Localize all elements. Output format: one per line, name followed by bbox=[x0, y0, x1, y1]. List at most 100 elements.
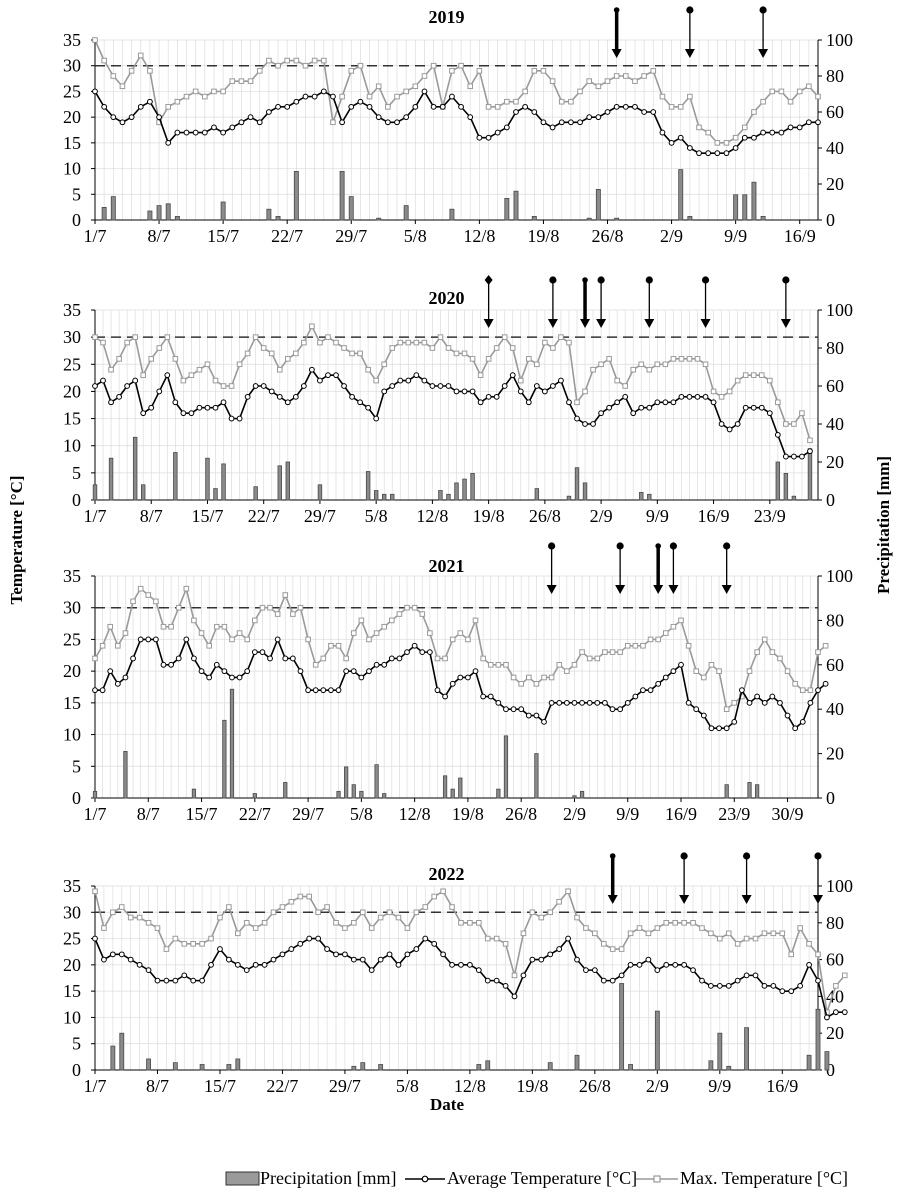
avg-temp-point bbox=[533, 712, 540, 719]
max-temp-point bbox=[742, 372, 749, 378]
max-temp-point bbox=[646, 366, 653, 373]
max-temp-point bbox=[422, 904, 429, 910]
avg-temp-point bbox=[154, 977, 161, 984]
max-temp-point bbox=[685, 642, 692, 649]
avg-temp-point bbox=[217, 946, 223, 952]
event-arrow-dot bbox=[616, 542, 624, 550]
avg-temp-point bbox=[199, 977, 206, 984]
precip-bar bbox=[132, 436, 138, 501]
x-tick-label: 5/8 bbox=[396, 1076, 419, 1096]
precip-bar bbox=[226, 1064, 232, 1071]
precip-bar bbox=[747, 782, 752, 799]
max-temp-point bbox=[761, 636, 768, 643]
max-temp-point bbox=[777, 655, 783, 662]
avg-temp-point bbox=[108, 399, 114, 406]
y-left-tick-label: 35 bbox=[63, 30, 81, 50]
avg-temp-point bbox=[647, 687, 654, 694]
avg-temp-point bbox=[475, 967, 482, 974]
avg-temp-point bbox=[324, 946, 330, 952]
max-temp-point bbox=[480, 655, 486, 662]
avg-temp-point bbox=[204, 404, 211, 411]
avg-temp-point bbox=[549, 124, 556, 131]
avg-temp-point bbox=[699, 977, 705, 984]
max-temp-point bbox=[484, 935, 491, 942]
max-temp-point bbox=[366, 636, 372, 643]
max-temp-point bbox=[429, 345, 436, 351]
x-tick-label: 12/8 bbox=[463, 226, 495, 246]
y-left-tick-label: 0 bbox=[72, 490, 81, 510]
max-temp-point bbox=[783, 421, 789, 427]
y-left-axis-label: Temperature [°C] bbox=[7, 475, 26, 604]
avg-temp-point bbox=[567, 119, 574, 126]
avg-temp-point bbox=[618, 972, 625, 979]
max-temp-point bbox=[761, 930, 768, 937]
event-arrow-head bbox=[611, 49, 622, 58]
precip-bar bbox=[678, 169, 684, 221]
avg-temp-point bbox=[244, 668, 251, 675]
avg-temp-point bbox=[476, 134, 483, 141]
avg-temp-point bbox=[563, 699, 570, 706]
x-tick-label: 12/8 bbox=[454, 1076, 486, 1096]
max-temp-point bbox=[132, 334, 138, 340]
avg-temp-point bbox=[571, 699, 578, 706]
avg-temp-point bbox=[320, 687, 327, 694]
avg-temp-point bbox=[541, 388, 548, 395]
avg-temp-point bbox=[449, 961, 455, 968]
avg-temp-point bbox=[119, 119, 126, 126]
max-temp-point bbox=[349, 350, 355, 357]
avg-temp-point bbox=[348, 103, 355, 110]
avg-temp-point bbox=[343, 668, 350, 675]
event-arrow-dot bbox=[680, 852, 688, 860]
event-arrow-dot bbox=[759, 6, 767, 14]
precip-bar bbox=[92, 790, 98, 799]
avg-temp-point bbox=[594, 699, 601, 706]
max-temp-point bbox=[386, 909, 393, 916]
avg-temp-point bbox=[174, 129, 181, 136]
avg-temp-point bbox=[614, 399, 621, 406]
precip-bar bbox=[110, 1045, 116, 1071]
avg-temp-point bbox=[124, 383, 131, 389]
max-temp-point bbox=[183, 585, 190, 592]
max-temp-point bbox=[458, 62, 464, 69]
y-left-tick-label: 0 bbox=[72, 788, 81, 808]
event-arrow-dot bbox=[548, 542, 556, 550]
max-temp-point bbox=[92, 655, 98, 662]
x-tick-label: 29/7 bbox=[335, 226, 367, 246]
avg-temp-point bbox=[769, 693, 776, 700]
precip-bar bbox=[390, 493, 395, 501]
x-tick-label: 16/9 bbox=[698, 506, 730, 526]
max-temp-point bbox=[174, 98, 181, 105]
max-temp-point bbox=[574, 399, 580, 406]
event-arrow-head bbox=[546, 585, 557, 594]
max-temp-point bbox=[586, 655, 593, 662]
max-temp-point bbox=[718, 394, 725, 400]
avg-temp-point bbox=[377, 956, 384, 963]
y-right-tick-label: 0 bbox=[826, 1060, 835, 1080]
max-temp-point bbox=[107, 623, 114, 630]
avg-temp-point bbox=[168, 661, 175, 668]
max-temp-point bbox=[430, 62, 437, 69]
avg-temp-point bbox=[411, 642, 418, 649]
max-temp-point bbox=[198, 630, 205, 636]
avg-temp-point bbox=[646, 404, 653, 411]
event-arrow-head bbox=[596, 319, 607, 328]
chart-panel-2021: 0 5 10 15 20 25 30 35 0 20 40 60 80 100 1/7 8/7 15/7 22/7… bbox=[63, 542, 853, 824]
precip-bar bbox=[534, 488, 540, 501]
avg-temp-point bbox=[541, 718, 547, 725]
precip-bar bbox=[742, 194, 748, 221]
y-left-tick-label: 20 bbox=[63, 381, 81, 401]
avg-temp-point bbox=[191, 655, 197, 662]
max-temp-point bbox=[604, 78, 611, 84]
x-tick-label: 29/7 bbox=[304, 506, 336, 526]
precip-bar bbox=[450, 788, 455, 799]
avg-temp-point bbox=[696, 150, 702, 157]
max-temp-point bbox=[590, 366, 596, 373]
avg-temp-point bbox=[650, 109, 657, 115]
max-temp-point bbox=[404, 925, 411, 931]
avg-temp-point bbox=[472, 668, 479, 675]
y-left-tick-label: 30 bbox=[63, 902, 81, 922]
avg-temp-point bbox=[613, 103, 620, 110]
max-temp-point bbox=[540, 68, 547, 74]
precip-bar bbox=[724, 784, 729, 799]
max-temp-point bbox=[236, 361, 243, 368]
